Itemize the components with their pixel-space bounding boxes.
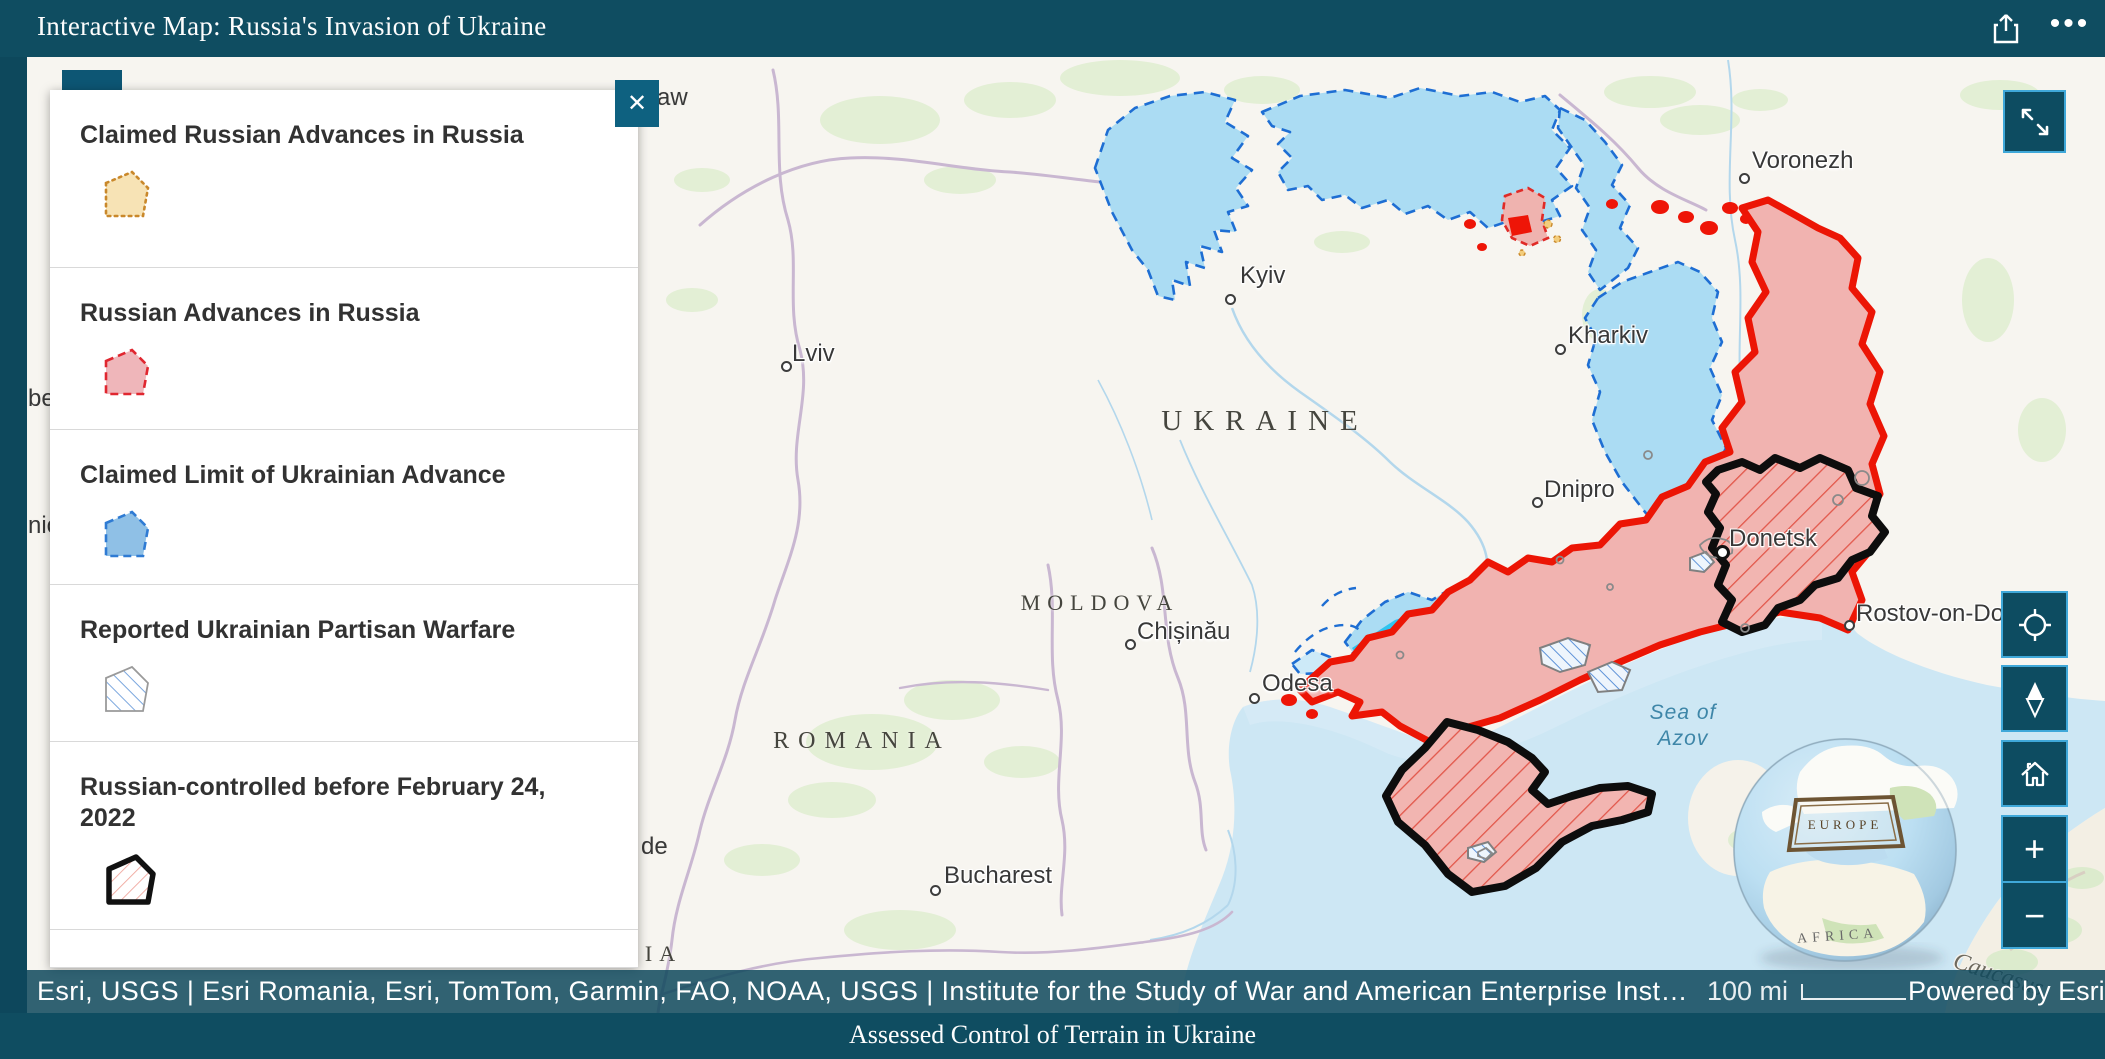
legend-item-label: Claimed Limit of Ukrainian Advance [80, 461, 506, 489]
claimed_ru-swatch-icon [100, 167, 608, 226]
page-title: Interactive Map: Russia's Invasion of Uk… [37, 11, 547, 41]
forest-patches [666, 60, 2066, 950]
legend-item-label: Russian Advances in Russia [80, 299, 420, 327]
powered-by-esri[interactable]: Powered by Esri [1908, 976, 2105, 1006]
zoom-in-button[interactable]: + [2003, 817, 2066, 883]
map-caption: Assessed Control of Terrain in Ukraine [0, 1013, 2105, 1059]
legend-item: Russian-controlled before February 24, 2… [50, 742, 638, 930]
claimed-russian-advance-specks [1518, 219, 1562, 257]
legend-item-label: Russian-controlled before February 24, 2… [80, 773, 546, 832]
legend-item: Russian Advances in Russia [50, 268, 638, 430]
scale-label: 100 mi [1706, 976, 1788, 1006]
globe-africa-label: AFRICA [1797, 926, 1879, 947]
settlement-outlines [1395, 450, 1870, 861]
ua_claim-swatch-icon [100, 507, 608, 566]
overflow-menu-button[interactable]: ••• [2049, 7, 2091, 40]
pre2022-swatch-icon [100, 850, 608, 915]
legend-item: Claimed Russian Advances in Russia [50, 90, 638, 268]
legend-item-partial [50, 930, 638, 968]
zoom-control: + − [2001, 815, 2068, 949]
legend-panel: Claimed Russian Advances in Russia Russia… [50, 90, 638, 968]
legend-item: Claimed Limit of Ukrainian Advance [50, 430, 638, 585]
home-button[interactable] [2001, 740, 2068, 807]
left-margin-strip [0, 57, 27, 1013]
svg-text:EUROPE: EUROPE [1808, 817, 1883, 832]
partisan-swatch-icon [100, 662, 608, 721]
expand-button[interactable] [2003, 90, 2066, 153]
legend-item-label: Claimed Russian Advances in Russia [80, 121, 524, 149]
scale-bar [1801, 984, 1906, 1000]
attribution-sources: Esri, USGS | Esri Romania, Esri, TomTom,… [37, 976, 1688, 1006]
country-borders [656, 68, 1708, 1013]
locate-button[interactable] [2001, 591, 2068, 658]
globe-extent-box: EUROPE [1786, 794, 1906, 853]
russian-advances-in-russia-area [1500, 186, 1550, 248]
header-bar: Interactive Map: Russia's Invasion of Uk… [0, 0, 2105, 57]
zoom-out-button[interactable]: − [2023, 895, 2046, 936]
legend-item-label: Reported Ukrainian Partisan Warfare [80, 616, 516, 644]
pre2022-russian-controlled [1382, 454, 1889, 896]
attribution-bar: Esri, USGS | Esri Romania, Esri, TomTom,… [0, 970, 2105, 1013]
ru_adv-swatch-icon [100, 345, 608, 404]
close-icon[interactable]: ✕ [615, 80, 659, 127]
overview-globe[interactable]: EUROPE AFRICA [1733, 738, 1958, 971]
compass-button[interactable] [2001, 665, 2068, 732]
share-button[interactable] [1984, 8, 2028, 50]
russian-advance-blobs [1281, 199, 1752, 719]
legend-item: Reported Ukrainian Partisan Warfare [50, 585, 638, 742]
